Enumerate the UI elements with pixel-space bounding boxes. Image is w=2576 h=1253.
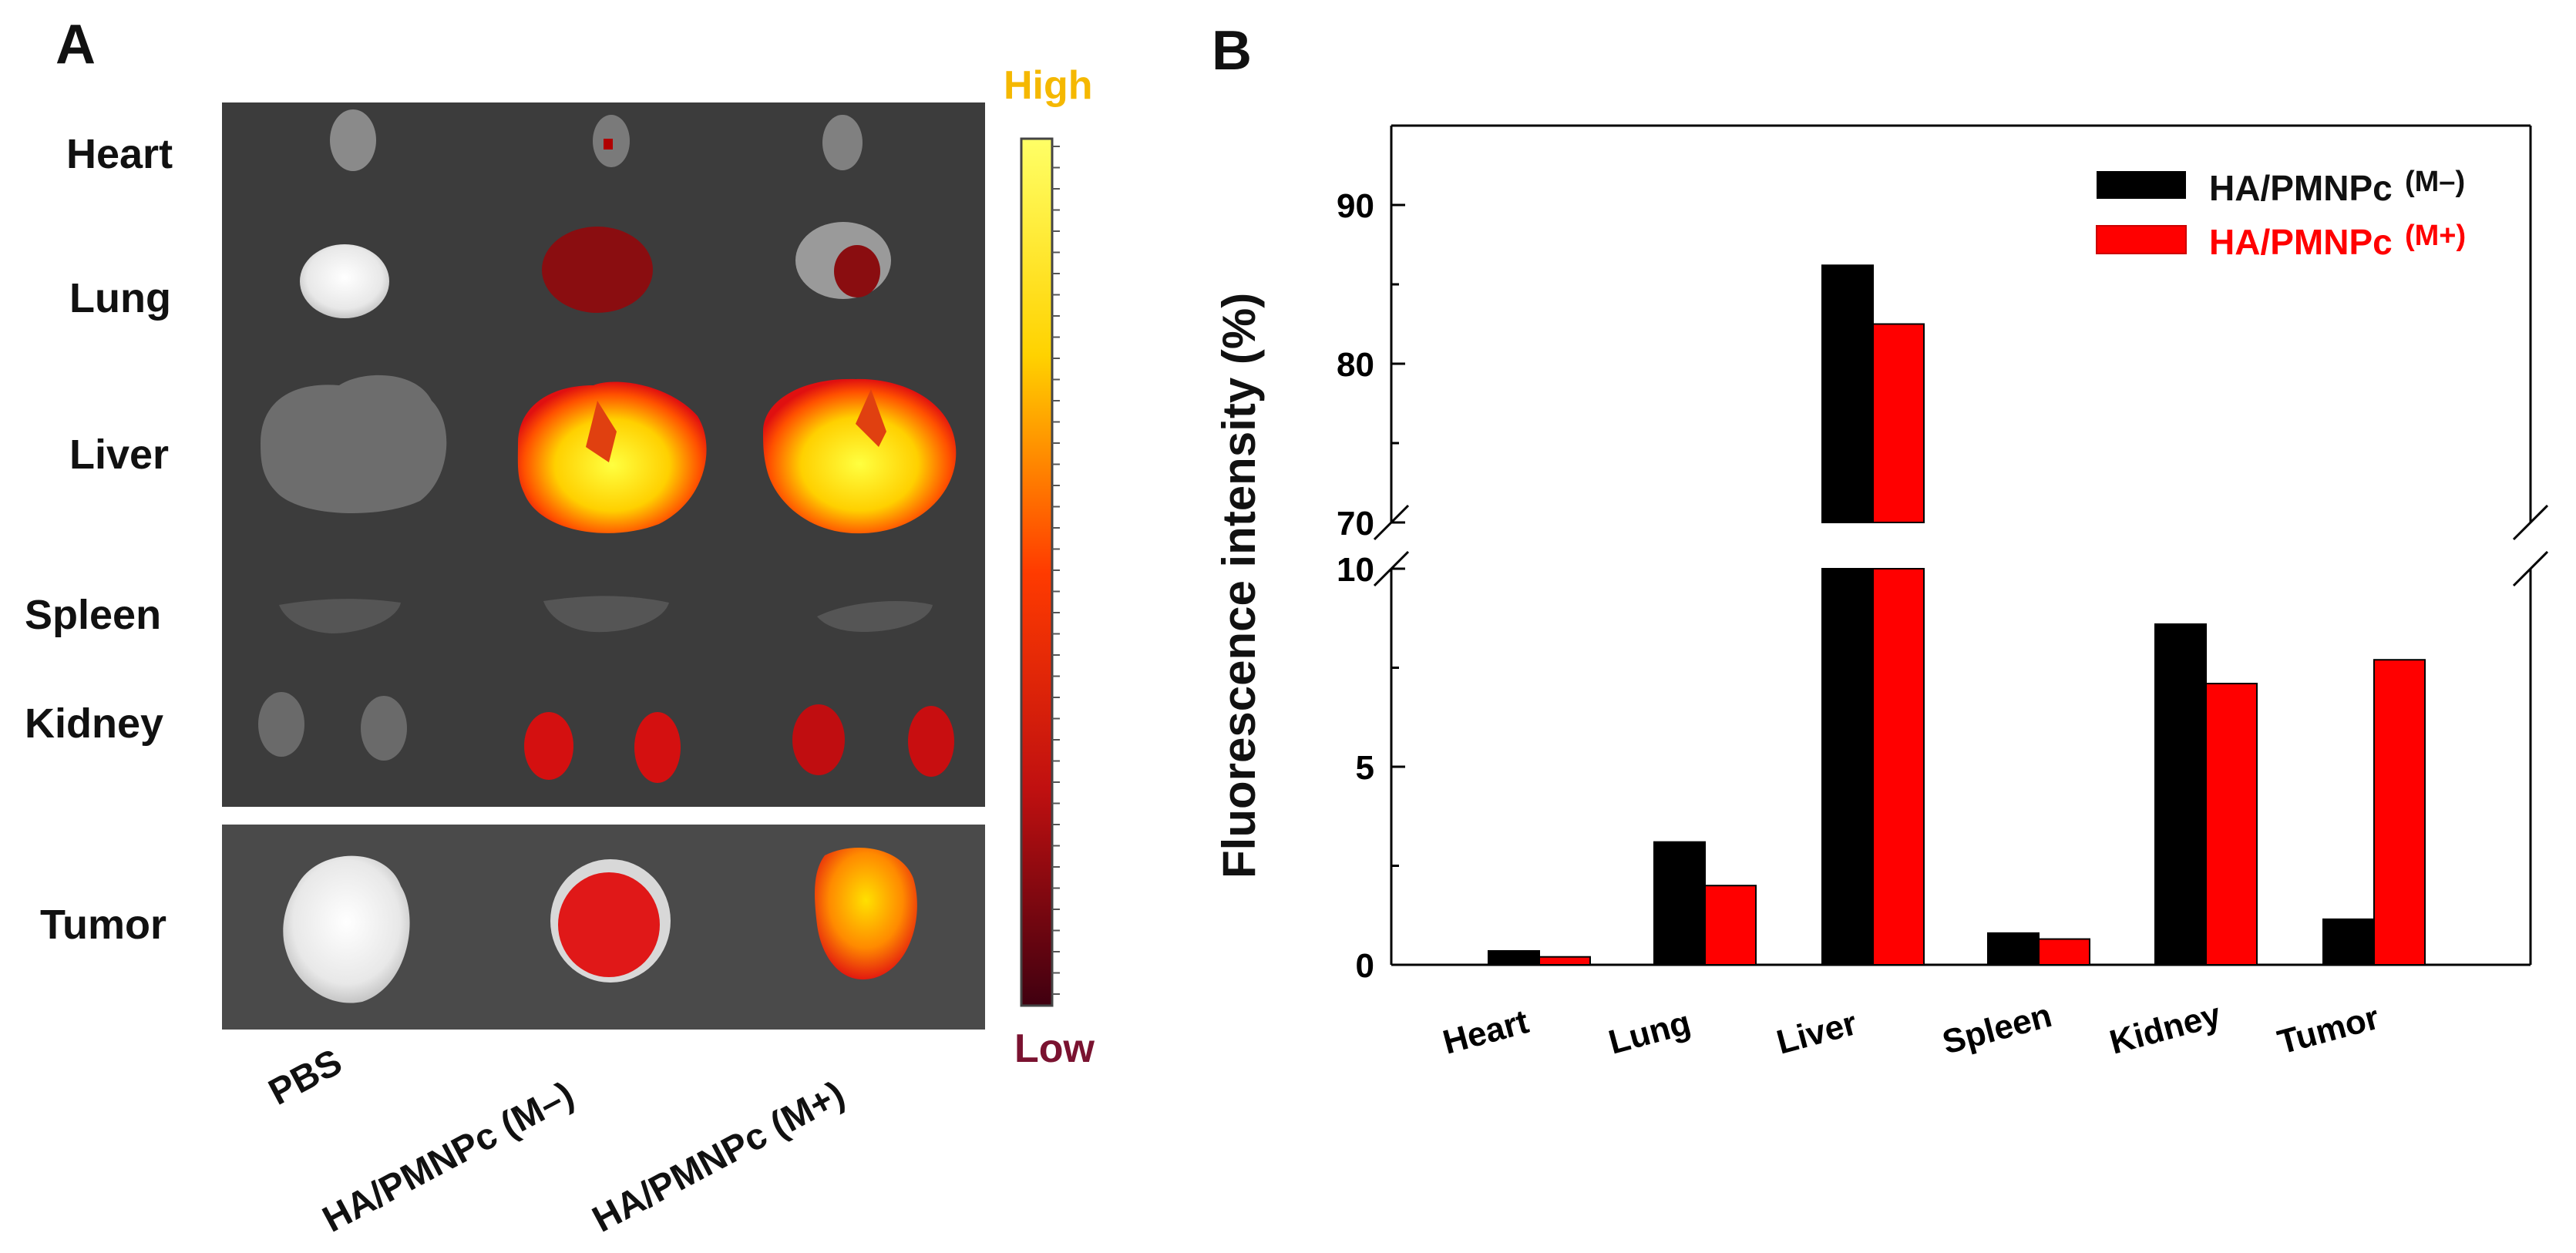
panel-a: A Heart Lung Liver Spleen Kidney Tumor	[25, 14, 1095, 1241]
bar-liver-series-0-lower	[1821, 568, 1874, 966]
legend: HA/PMNPc (M–) HA/PMNPc (M+)	[2096, 166, 2466, 262]
axis-break-mark-right	[2512, 504, 2549, 541]
organ-label-tumor: Tumor	[40, 902, 166, 948]
x-tick-label-kidney: Kidney	[2106, 996, 2225, 1061]
axis-break-mark-right	[2512, 550, 2549, 587]
legend-label-m-minus-name: HA/PMNPc	[2209, 168, 2393, 208]
organ-kidney-m-plus-right	[908, 706, 954, 777]
bar-liver-series-0-upper	[1821, 264, 1874, 523]
organ-tumor-m-plus	[815, 848, 917, 980]
y-tick-label: 80	[1337, 346, 1374, 384]
group-label-m-minus: HA/PMNPc (M–)	[316, 1074, 580, 1241]
organ-liver-m-minus	[517, 381, 707, 533]
bar-lung-series-0	[1653, 841, 1706, 966]
legend-swatch-m-minus	[2097, 171, 2186, 199]
bar-heart-series-0	[1488, 950, 1540, 966]
bar-kidney-series-1	[2205, 683, 2258, 966]
bar-tumor-series-1	[2373, 659, 2426, 966]
legend-label-m-plus-tag: (M+)	[2405, 220, 2466, 252]
organ-kidney-m-plus-left	[792, 704, 845, 775]
bar-liver-series-1-lower	[1872, 568, 1925, 966]
y-tick-label: 0	[1356, 947, 1374, 985]
organ-label-heart: Heart	[66, 131, 173, 177]
x-tick-label-liver: Liver	[1773, 1004, 1861, 1062]
organ-label-lung: Lung	[69, 275, 171, 321]
x-tick-label-tumor: Tumor	[2274, 999, 2383, 1062]
organ-kidney-m-minus-right	[634, 712, 681, 783]
y-tick-label: 5	[1356, 749, 1374, 787]
y-tick-label: 90	[1337, 187, 1374, 225]
bar-tumor-series-0	[2322, 918, 2375, 966]
bars	[1488, 264, 2426, 966]
organ-spleen-m-plus	[817, 601, 933, 632]
panel-b: B 0 5 10 70 80 90 Heart Lung Liver Spleen Kidney T…	[1212, 20, 2549, 1062]
colorbar-ticks	[1052, 146, 1060, 995]
bar-lung-series-1	[1704, 885, 1757, 966]
legend-label-m-plus-name: HA/PMNPc	[2209, 222, 2393, 262]
x-tick-labels: Heart Lung Liver Spleen Kidney Tumor	[1439, 996, 2383, 1061]
organ-label-spleen: Spleen	[25, 592, 161, 638]
liver-notch-m-minus	[586, 401, 617, 462]
organ-tumor-pbs	[283, 855, 410, 1003]
x-tick-label-spleen: Spleen	[1939, 996, 2056, 1062]
bar-liver-series-1-upper	[1872, 323, 1925, 523]
x-tick-label-lung: Lung	[1605, 1004, 1695, 1062]
intensity-colorbar	[1020, 137, 1054, 1007]
bar-heart-series-1	[1539, 956, 1591, 966]
organ-lung-pbs	[300, 244, 389, 318]
y-tick-label: 10	[1337, 551, 1374, 589]
bar-spleen-series-0	[1987, 932, 2040, 966]
organ-label-kidney: Kidney	[25, 700, 163, 747]
y-tick-label: 70	[1337, 505, 1374, 543]
colorbar-high-label: High	[1004, 63, 1093, 108]
group-label-m-plus: HA/PMNPc (M+)	[586, 1073, 851, 1240]
lung-signal-m-plus	[834, 245, 880, 297]
heart-signal-m-minus	[604, 139, 613, 149]
organ-kidney-pbs-right	[361, 696, 407, 761]
organ-spleen-m-minus	[543, 596, 669, 633]
organ-liver-pbs	[261, 375, 447, 514]
bar-kidney-series-0	[2154, 623, 2207, 966]
organ-heart-m-plus	[822, 115, 863, 170]
organ-liver-m-plus	[763, 378, 957, 534]
panel-b-label: B	[1212, 20, 1252, 82]
x-tick-label-heart: Heart	[1439, 1003, 1533, 1062]
organ-heart-pbs	[330, 109, 376, 171]
legend-swatch-m-plus	[2096, 225, 2187, 254]
organ-kidney-m-minus-left	[524, 712, 573, 780]
group-label-pbs: PBS	[262, 1042, 348, 1114]
organ-tumor-m-minus	[558, 872, 660, 977]
colorbar-low-label: Low	[1014, 1026, 1095, 1071]
organ-kidney-pbs-left	[258, 692, 304, 757]
panel-a-label: A	[55, 14, 96, 76]
legend-label-m-minus-tag: (M–)	[2405, 166, 2465, 198]
liver-notch-m-plus	[856, 389, 886, 447]
organ-lung-m-minus	[542, 227, 653, 313]
bar-spleen-series-1	[2038, 938, 2090, 966]
y-ticks: 0 5 10 70 80 90	[1337, 187, 1405, 985]
organ-label-liver: Liver	[69, 432, 169, 478]
organ-spleen-pbs	[279, 599, 401, 633]
y-axis-label: Fluorescence intensity (%)	[1213, 293, 1265, 878]
